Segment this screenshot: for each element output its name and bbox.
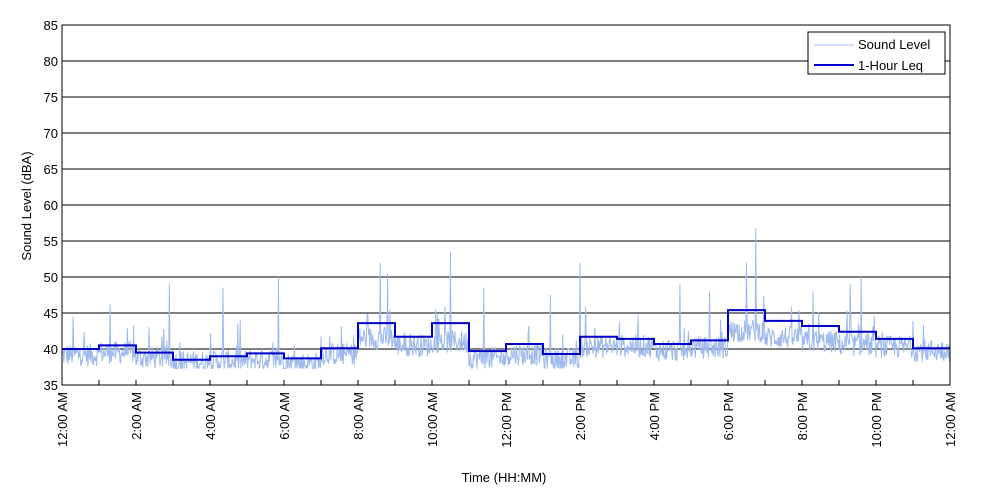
y-tick-label-35: 35	[44, 378, 58, 393]
legend: Sound Level 1-Hour Leq	[807, 31, 946, 75]
plot-frame	[61, 24, 951, 386]
y-axis-ticks: 35 40 45 50 55 60 65 70 75 80 85	[44, 18, 67, 393]
x-tick-label-9: 6:00 PM	[721, 392, 736, 440]
x-axis-ticks: 12:00 AM 2:00 AM 4:00 AM 6:00 AM 8:00 AM 10:0…	[55, 380, 958, 448]
x-tick-label-2: 4:00 AM	[203, 392, 218, 440]
y-tick-label-40: 40	[44, 342, 58, 357]
legend-box	[807, 31, 946, 75]
x-axis-label: Time (HH:MM)	[462, 470, 547, 485]
x-tick-label-7: 2:00 PM	[573, 392, 588, 440]
x-tick-label-0: 12:00 AM	[55, 392, 70, 447]
series-layer	[61, 228, 951, 371]
x-tick-label-12: 12:00 AM	[943, 392, 958, 447]
x-tick-label-5: 10:00 AM	[425, 392, 440, 447]
x-tick-label-4: 8:00 AM	[351, 392, 366, 440]
y-tick-label-75: 75	[44, 90, 58, 105]
x-tick-label-1: 2:00 AM	[129, 392, 144, 440]
y-tick-label-50: 50	[44, 270, 58, 285]
x-tick-label-10: 8:00 PM	[795, 392, 810, 440]
legend-label-1-hour-leq: 1-Hour Leq	[858, 58, 923, 73]
legend-label-sound-level: Sound Level	[858, 37, 930, 52]
x-tick-label-11: 10:00 PM	[869, 392, 884, 448]
x-tick-label-6: 12:00 PM	[499, 392, 514, 448]
y-tick-label-80: 80	[44, 54, 58, 69]
y-tick-label-60: 60	[44, 198, 58, 213]
x-tick-label-3: 6:00 AM	[277, 392, 292, 440]
y-tick-label-55: 55	[44, 234, 58, 249]
y-tick-label-65: 65	[44, 162, 58, 177]
y-axis-label: Sound Level (dBA)	[19, 151, 34, 260]
y-tick-label-45: 45	[44, 306, 58, 321]
y-tick-label-85: 85	[44, 18, 58, 33]
series-1-hour-leq	[62, 309, 950, 361]
y-tick-label-70: 70	[44, 126, 58, 141]
x-tick-label-8: 4:00 PM	[647, 392, 662, 440]
